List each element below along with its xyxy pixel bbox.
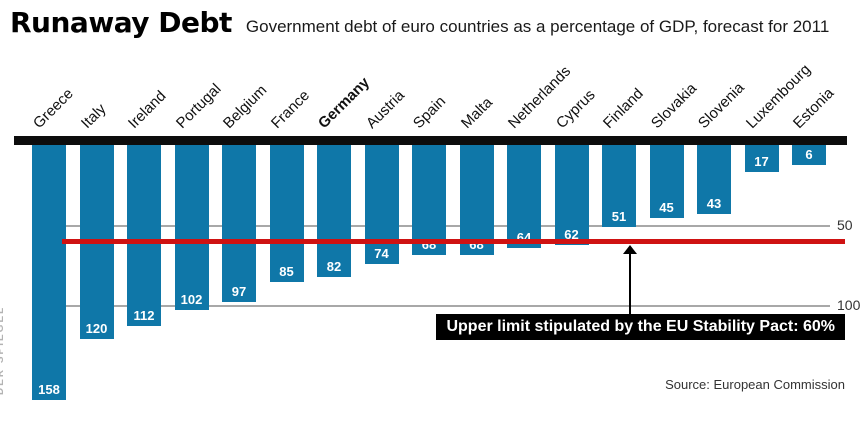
der-spiegel-branding: DER SPIEGEL	[0, 305, 6, 395]
bar-value-label: 85	[279, 264, 294, 280]
bar-value-label: 158	[38, 382, 60, 397]
bar-spain: 68	[412, 145, 446, 255]
category-label-germany: Germany	[314, 73, 373, 132]
bar-value-label: 74	[374, 246, 389, 262]
category-label-malta: Malta	[457, 94, 496, 132]
bar-value-label: 51	[611, 209, 627, 225]
category-label-austria: Austria	[362, 86, 408, 132]
bar-value-label: 17	[754, 154, 769, 170]
gridline-label-50: 50	[837, 216, 853, 233]
category-label-estonia: Estonia	[789, 84, 838, 132]
bar-value-label: 102	[180, 291, 203, 307]
bar-slovakia: 45	[649, 145, 684, 218]
category-label-ireland: Ireland	[124, 87, 170, 132]
eu-limit-reference-line	[62, 239, 845, 244]
source-credit: Source: European Commission	[665, 377, 845, 392]
category-label-spain: Spain	[409, 92, 450, 132]
gridline-label-100: 100	[837, 297, 861, 314]
category-label-slovakia: Slovakia	[647, 79, 700, 132]
chart-subtitle: Government debt of euro countries as a p…	[245, 17, 830, 36]
gridline-50	[62, 224, 830, 227]
category-label-cyprus: Cyprus	[552, 86, 599, 132]
bar-france: 85	[269, 145, 304, 283]
category-label-slovenia: Slovenia	[694, 79, 748, 132]
chart-header: Runaway Debt Government debt of euro cou…	[10, 6, 829, 39]
bar-belgium: 97	[222, 145, 256, 302]
bar-value-label: 112	[133, 307, 155, 323]
category-label-finland: Finland	[599, 85, 647, 132]
category-label-portugal: Portugal	[172, 80, 225, 132]
bar-finland: 51	[602, 145, 636, 228]
bar-value-label: 120	[85, 320, 108, 336]
bar-value-label: 45	[659, 199, 674, 215]
bar-ireland: 112	[127, 145, 161, 326]
bar-netherlands: 64	[507, 145, 541, 249]
annotation-arrow-line	[629, 253, 631, 315]
zero-baseline-axis	[14, 136, 847, 145]
bar-germany: 82	[317, 145, 351, 278]
bar-greece: 158	[32, 145, 66, 400]
bar-austria: 74	[364, 145, 399, 265]
bar-value-label: 43	[706, 196, 722, 212]
bar-value-label: 62	[564, 227, 579, 243]
bar-value-label: 82	[326, 259, 342, 275]
bar-value-label: 97	[231, 283, 247, 299]
category-label-belgium: Belgium	[219, 81, 271, 132]
bar-luxembourg: 17	[744, 145, 779, 173]
category-label-italy: Italy	[77, 100, 109, 132]
eu-limit-annotation: Upper limit stipulated by the EU Stabili…	[436, 314, 845, 340]
gridline-100	[62, 305, 830, 308]
page-title: Runaway Debt	[10, 6, 232, 39]
bar-slovenia: 43	[697, 145, 731, 215]
bar-portugal: 102	[174, 145, 209, 310]
bar-value-label: 6	[805, 147, 813, 162]
annotation-arrow-head-icon	[623, 245, 637, 254]
category-label-greece: Greece	[29, 85, 77, 132]
bar-cyprus: 62	[554, 145, 589, 246]
bar-estonia: 6	[792, 145, 826, 165]
category-label-france: France	[267, 86, 313, 132]
